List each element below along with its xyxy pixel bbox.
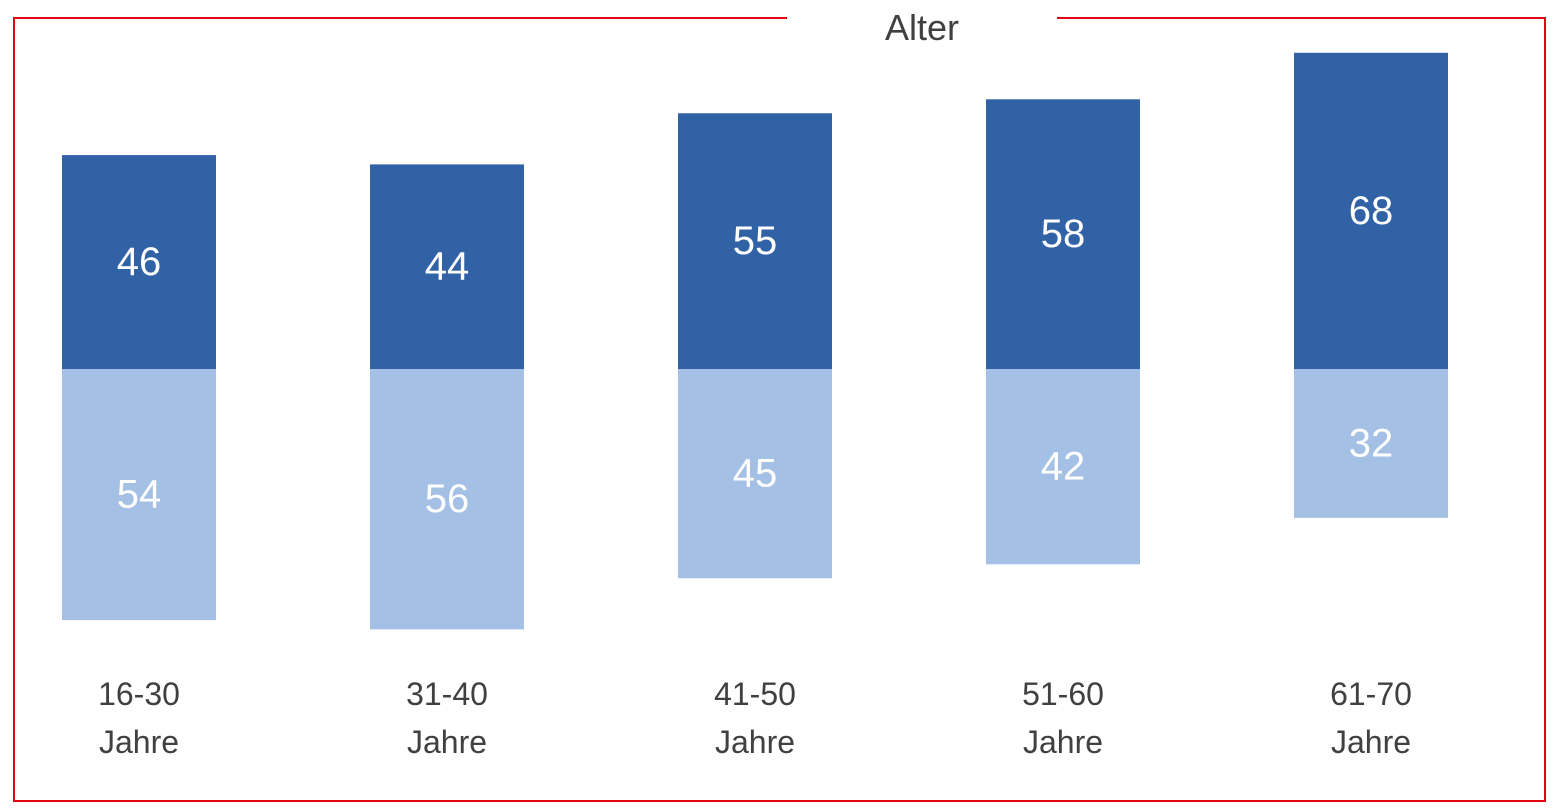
bar-value-lower-0: 54 bbox=[117, 473, 162, 517]
bar-segment-upper-4 bbox=[1294, 52, 1448, 370]
bar-value-lower-1: 56 bbox=[425, 477, 470, 521]
bars-group: 46 54 44 56 55 45 58 42 68 32 bbox=[62, 52, 1448, 630]
category-label-4-line-1: Jahre bbox=[1331, 724, 1411, 760]
category-label-3-line-0: 51-60 bbox=[1022, 676, 1104, 712]
chart-title: Alter bbox=[885, 7, 959, 48]
bar-value-upper-0: 46 bbox=[117, 240, 162, 284]
bar-value-upper-2: 55 bbox=[733, 219, 778, 263]
category-label-2-line-0: 41-50 bbox=[714, 676, 796, 712]
category-label-1-line-1: Jahre bbox=[407, 724, 487, 760]
bar-segment-lower-4 bbox=[1294, 369, 1448, 518]
chart-frame bbox=[13, 17, 1546, 802]
bar-value-lower-3: 42 bbox=[1041, 445, 1086, 489]
category-label-2-line-1: Jahre bbox=[715, 724, 795, 760]
frame-left-segment bbox=[13, 17, 1546, 802]
category-label-3-line-1: Jahre bbox=[1023, 724, 1103, 760]
category-label-1-line-0: 31-40 bbox=[406, 676, 488, 712]
bar-segment-lower-0 bbox=[62, 369, 216, 621]
bar-segment-lower-3 bbox=[986, 369, 1140, 565]
category-labels-group: 16-30 Jahre 31-40 Jahre 41-50 Jahre 51-60 Jahre… bbox=[98, 676, 1412, 760]
category-label-0-line-0: 16-30 bbox=[98, 676, 180, 712]
bar-segment-lower-1 bbox=[370, 369, 524, 630]
bar-segment-upper-1 bbox=[370, 164, 524, 369]
category-label-0-line-1: Jahre bbox=[99, 724, 179, 760]
bar-value-upper-4: 68 bbox=[1349, 189, 1394, 233]
bar-value-lower-4: 32 bbox=[1349, 421, 1394, 465]
bar-segment-lower-2 bbox=[678, 369, 832, 579]
bar-value-upper-1: 44 bbox=[425, 245, 470, 289]
bar-segment-upper-3 bbox=[986, 99, 1140, 370]
bar-value-upper-3: 58 bbox=[1041, 212, 1086, 256]
bar-value-lower-2: 45 bbox=[733, 452, 778, 496]
bar-segment-upper-2 bbox=[678, 113, 832, 369]
bar-segment-upper-0 bbox=[62, 155, 216, 369]
category-label-4-line-0: 61-70 bbox=[1330, 676, 1412, 712]
